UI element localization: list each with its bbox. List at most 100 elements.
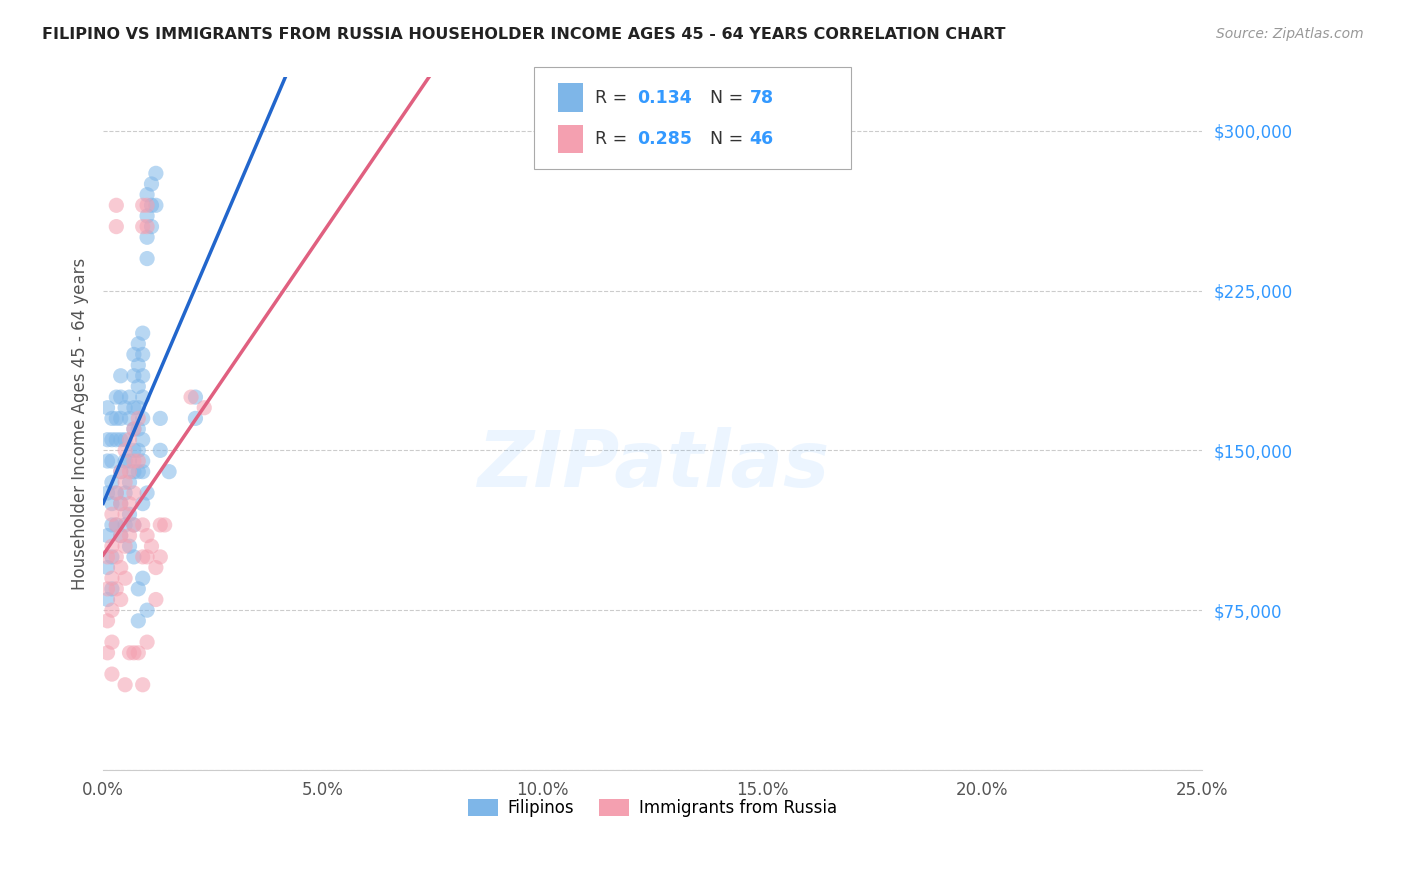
Point bbox=[110, 465, 132, 479]
Point bbox=[101, 667, 124, 681]
Point bbox=[153, 517, 176, 532]
Point bbox=[122, 549, 145, 564]
Point bbox=[101, 508, 124, 522]
Point bbox=[96, 486, 118, 500]
Point bbox=[127, 646, 149, 660]
Point bbox=[114, 433, 136, 447]
Point bbox=[136, 198, 159, 212]
Point bbox=[118, 646, 141, 660]
Point bbox=[110, 528, 132, 542]
Point bbox=[110, 592, 132, 607]
Point bbox=[105, 582, 128, 596]
Point bbox=[114, 678, 136, 692]
Point bbox=[145, 166, 167, 180]
Point bbox=[136, 252, 159, 266]
Point bbox=[136, 209, 159, 223]
Point bbox=[127, 401, 149, 415]
Point bbox=[136, 219, 159, 234]
Point bbox=[101, 582, 124, 596]
Point bbox=[131, 368, 153, 383]
Point bbox=[131, 198, 153, 212]
Point bbox=[122, 486, 145, 500]
Point bbox=[110, 390, 132, 404]
Point bbox=[110, 411, 132, 425]
Point bbox=[131, 549, 153, 564]
Point bbox=[122, 517, 145, 532]
Point bbox=[136, 187, 159, 202]
Point bbox=[96, 646, 118, 660]
Point bbox=[118, 497, 141, 511]
Point bbox=[149, 549, 172, 564]
Point bbox=[114, 454, 136, 468]
Point bbox=[149, 443, 172, 458]
Point bbox=[131, 571, 153, 585]
Point bbox=[118, 508, 141, 522]
Point bbox=[110, 465, 132, 479]
Point bbox=[141, 539, 163, 553]
Point bbox=[101, 635, 124, 649]
Point bbox=[136, 635, 159, 649]
Point bbox=[131, 411, 153, 425]
Point bbox=[127, 358, 149, 372]
Point bbox=[122, 646, 145, 660]
Point bbox=[110, 560, 132, 574]
Point bbox=[136, 528, 159, 542]
Point bbox=[101, 433, 124, 447]
Point bbox=[122, 368, 145, 383]
Point bbox=[122, 347, 145, 361]
Point bbox=[131, 433, 153, 447]
Text: R =: R = bbox=[595, 130, 633, 148]
Point bbox=[96, 549, 118, 564]
Point bbox=[145, 198, 167, 212]
Point bbox=[141, 177, 163, 191]
Point bbox=[157, 465, 180, 479]
Text: 46: 46 bbox=[749, 130, 773, 148]
Point bbox=[114, 443, 136, 458]
Text: ZIPatlas: ZIPatlas bbox=[477, 427, 828, 503]
Text: R =: R = bbox=[595, 88, 633, 106]
Point bbox=[127, 614, 149, 628]
Text: 78: 78 bbox=[749, 88, 773, 106]
Point bbox=[145, 560, 167, 574]
Point bbox=[101, 454, 124, 468]
Point bbox=[96, 592, 118, 607]
Point bbox=[101, 571, 124, 585]
Point bbox=[122, 422, 145, 436]
Point bbox=[118, 433, 141, 447]
Text: N =: N = bbox=[710, 130, 749, 148]
Point bbox=[136, 603, 159, 617]
Point bbox=[105, 486, 128, 500]
Point bbox=[96, 560, 118, 574]
Point bbox=[96, 614, 118, 628]
Point bbox=[127, 379, 149, 393]
Point bbox=[114, 475, 136, 490]
Point bbox=[127, 422, 149, 436]
Point bbox=[131, 454, 153, 468]
Point bbox=[180, 390, 202, 404]
Point bbox=[118, 465, 141, 479]
Point bbox=[114, 486, 136, 500]
Point bbox=[131, 219, 153, 234]
Point bbox=[110, 528, 132, 542]
Point bbox=[110, 368, 132, 383]
Point bbox=[184, 411, 207, 425]
Point bbox=[136, 549, 159, 564]
Point bbox=[105, 549, 128, 564]
Point bbox=[105, 411, 128, 425]
Point bbox=[114, 508, 136, 522]
Point bbox=[118, 411, 141, 425]
Point bbox=[127, 411, 149, 425]
Point bbox=[136, 230, 159, 244]
Point bbox=[105, 517, 128, 532]
Point bbox=[145, 592, 167, 607]
Point bbox=[184, 390, 207, 404]
Point bbox=[110, 497, 132, 511]
Point bbox=[118, 528, 141, 542]
Point bbox=[141, 198, 163, 212]
Text: Source: ZipAtlas.com: Source: ZipAtlas.com bbox=[1216, 27, 1364, 41]
Point bbox=[96, 433, 118, 447]
Point bbox=[127, 465, 149, 479]
Point bbox=[131, 390, 153, 404]
Point bbox=[122, 517, 145, 532]
Point bbox=[105, 390, 128, 404]
